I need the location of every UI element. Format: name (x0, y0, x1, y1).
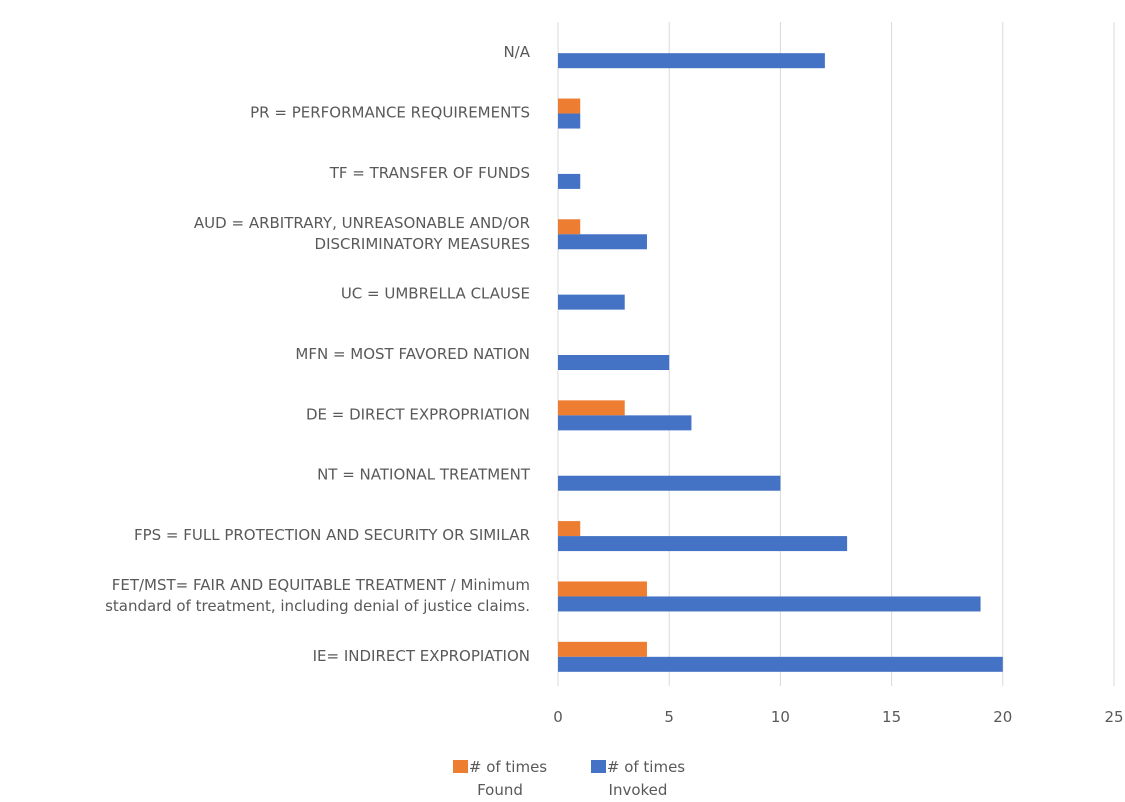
bar-invoked (558, 656, 1003, 672)
bars (558, 53, 1003, 672)
legend-item-found: # of times Found (440, 756, 560, 802)
category-label: AUD = ARBITRARY, UNREASONABLE AND/OR (194, 214, 530, 232)
bar-invoked (558, 234, 647, 250)
x-tick-label: 20 (993, 708, 1012, 726)
x-tick-label: 0 (553, 708, 563, 726)
bar-invoked (558, 536, 848, 552)
category-label: N/A (503, 43, 530, 61)
bar-found (558, 219, 581, 235)
category-labels: N/A PR = PERFORMANCE REQUIREMENTS TF = TRA… (105, 43, 531, 665)
legend-label-invoked-line1: # of times (606, 758, 686, 776)
x-tick-label: 25 (1104, 708, 1123, 726)
x-tick-label: 5 (664, 708, 674, 726)
category-label: DE = DIRECT EXPROPRIATION (306, 405, 530, 423)
bar-found (558, 581, 647, 597)
bar-invoked (558, 596, 981, 612)
legend-label-found-line2: Found (477, 781, 523, 799)
category-label: PR = PERFORMANCE REQUIREMENTS (250, 104, 530, 122)
bar-invoked (558, 173, 581, 189)
legend-swatch-invoked (590, 760, 606, 773)
bar-found (558, 521, 581, 537)
category-label: MFN = MOST FAVORED NATION (295, 345, 530, 363)
x-tick-label: 10 (771, 708, 790, 726)
bar-found (558, 400, 625, 416)
x-axis-ticks: 0 5 10 15 20 25 (553, 708, 1123, 726)
gridlines (557, 22, 1115, 686)
category-label: UC = UMBRELLA CLAUSE (341, 285, 530, 303)
x-tick-label: 15 (882, 708, 901, 726)
bar-found (558, 98, 581, 114)
legend-label-invoked-line2: Invoked (608, 781, 668, 799)
bar-found (558, 641, 647, 657)
legend-item-invoked: # of times Invoked (578, 756, 698, 802)
bar-invoked (558, 113, 581, 129)
bar-invoked (558, 355, 670, 370)
bar-invoked (558, 53, 825, 69)
category-label: FET/MST= FAIR AND EQUITABLE TREATMENT / … (112, 576, 530, 594)
legend: # of times Found # of times Invoked (440, 756, 740, 801)
bar-chart: N/A PR = PERFORMANCE REQUIREMENTS TF = TRA… (105, 22, 1124, 726)
category-label: IE= INDIRECT EXPROPIATION (313, 647, 530, 665)
category-label: TF = TRANSFER OF FUNDS (329, 164, 530, 182)
bar-invoked (558, 294, 625, 310)
bar-invoked (558, 415, 692, 431)
category-label: NT = NATIONAL TREATMENT (317, 466, 531, 484)
category-label: FPS = FULL PROTECTION AND SECURITY OR SI… (134, 526, 530, 544)
category-label: DISCRIMINATORY MEASURES (315, 235, 530, 253)
category-label: standard of treatment, including denial … (105, 597, 530, 615)
bar-invoked (558, 475, 781, 491)
legend-swatch-found (452, 760, 468, 773)
legend-label-found-line1: # of times (468, 758, 548, 776)
